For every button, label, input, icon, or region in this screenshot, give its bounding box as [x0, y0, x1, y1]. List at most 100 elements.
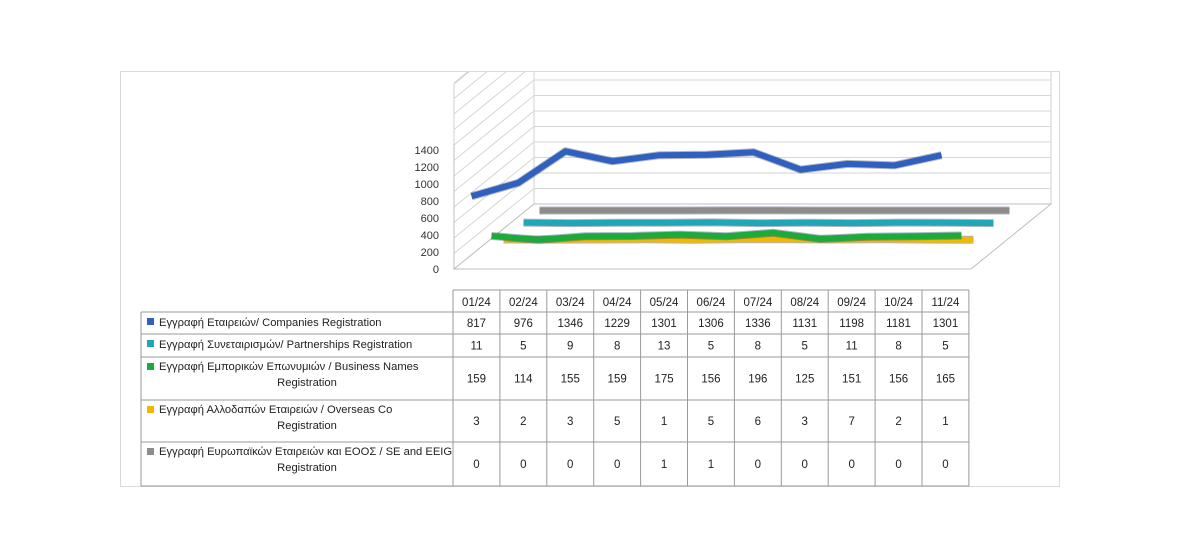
- category-label: 01/24: [462, 297, 491, 309]
- table-cell: 11: [846, 341, 858, 353]
- gridline: [453, 141, 1051, 208]
- chart-series-ribbons: [470, 147, 1010, 244]
- table-cell: 5: [708, 416, 714, 428]
- gridline: [453, 157, 1051, 223]
- table-cell: 156: [889, 374, 908, 386]
- table-cell: 1301: [933, 318, 959, 330]
- table-cell: 0: [755, 459, 761, 471]
- table-cell: 7: [848, 416, 854, 428]
- table-cell: 1131: [792, 318, 817, 330]
- table-cell: 1: [661, 459, 667, 471]
- table-cell: 159: [467, 374, 486, 386]
- table-cell: 0: [614, 459, 620, 471]
- table-cell: 0: [848, 459, 854, 471]
- table-cell: 125: [795, 374, 814, 386]
- legend-key: [147, 340, 154, 347]
- legend-label: Εγγραφή Εμπορικών Επωνυμιών / Business N…: [159, 361, 419, 389]
- y-tick-label: 1200: [415, 162, 439, 174]
- y-axis-tick-labels: 0 200 400 600 800 1000 1200 1400: [415, 145, 439, 276]
- table-cell: 8: [614, 341, 620, 353]
- y-tick-label: 600: [421, 213, 439, 225]
- table-cell: 5: [520, 341, 526, 353]
- table-cell: 976: [514, 318, 533, 330]
- table-cell: 817: [467, 318, 486, 330]
- category-label: 11/24: [931, 297, 960, 309]
- table-cell: 1198: [839, 318, 864, 330]
- table-cell: 155: [561, 374, 580, 386]
- table-cell: 11: [470, 341, 482, 353]
- table-cell: 6: [755, 416, 761, 428]
- table-cell: 5: [708, 341, 714, 353]
- table-cell: 1: [661, 416, 667, 428]
- gridline: [453, 72, 507, 115]
- table-cell: 1181: [886, 318, 911, 330]
- table-cell: 9: [567, 341, 573, 353]
- y-tick-label: 0: [433, 264, 439, 276]
- data-table: 01/24 02/24 03/24 04/24 05/24 06/24 07/24 08/24…: [140, 289, 970, 487]
- legend-label: Εγγραφή Εταιρειών/ Companies Registratio…: [159, 317, 382, 329]
- gridline: [453, 95, 1051, 161]
- table-cell: 165: [936, 374, 955, 386]
- gridline: [453, 72, 488, 99]
- table-cell: 2: [895, 416, 901, 428]
- legend-key: [147, 363, 154, 370]
- y-tick-label: 800: [421, 196, 439, 208]
- category-label: 10/24: [884, 297, 913, 309]
- table-cell: 175: [654, 374, 673, 386]
- y-tick-label: 400: [421, 230, 439, 242]
- chart-frame: 0 200 400 600 800 1000 1200 1400 01/24 02/24 03/2…: [120, 71, 1060, 487]
- table-cell: 8: [895, 341, 901, 353]
- table-cell: 0: [473, 459, 479, 471]
- table-cell: 1336: [745, 318, 771, 330]
- table-cell: 151: [842, 374, 861, 386]
- category-label: 07/24: [743, 297, 772, 309]
- table-cell: 114: [514, 374, 533, 386]
- category-label: 09/24: [837, 297, 866, 309]
- table-cell: 0: [520, 459, 526, 471]
- gridline: [453, 126, 1051, 192]
- category-label: 08/24: [790, 297, 819, 309]
- table-cell: 156: [701, 374, 720, 386]
- table-cell: 2: [520, 416, 526, 428]
- table-cell: 5: [802, 341, 808, 353]
- table-cell: 0: [567, 459, 573, 471]
- category-label: 03/24: [556, 297, 585, 309]
- y-tick-label: 1000: [415, 179, 439, 191]
- y-tick-label: 200: [421, 247, 439, 259]
- y-tick-label: 1400: [415, 145, 439, 157]
- legend-label: Εγγραφή Συνεταιρισμών/ Partnerships Regi…: [159, 339, 412, 351]
- table-cell: 13: [658, 341, 671, 353]
- legend-key: [147, 318, 154, 325]
- category-label: 04/24: [603, 297, 632, 309]
- table-cell: 3: [473, 416, 479, 428]
- category-label: 05/24: [650, 297, 679, 309]
- legend-label: Εγγραφή Ευρωπαϊκών Εταιρειών και ΕΟΟΣ / …: [159, 446, 452, 474]
- legend-key: [147, 406, 154, 413]
- table-cell: 0: [895, 459, 901, 471]
- table-cell: 159: [608, 374, 627, 386]
- table-cell: 1346: [557, 318, 583, 330]
- table-cell: 0: [942, 459, 948, 471]
- category-label: 02/24: [509, 297, 538, 309]
- gridline: [453, 72, 526, 130]
- table-cell: 5: [614, 416, 620, 428]
- table-cell: 0: [802, 459, 808, 471]
- table-cell: 3: [567, 416, 573, 428]
- table-cell: 1306: [698, 318, 724, 330]
- table-cell: 5: [942, 341, 948, 353]
- gridline: [453, 79, 1051, 146]
- table-cell: 1301: [651, 318, 677, 330]
- back-wall: [533, 72, 1052, 205]
- table-cell: 3: [802, 416, 808, 428]
- table-cell: 1: [708, 459, 714, 471]
- table-cell: 1: [942, 416, 948, 428]
- table-cell: 1229: [604, 318, 630, 330]
- table-cell: 8: [755, 341, 761, 353]
- legend-key: [147, 448, 154, 455]
- gridline: [453, 110, 1051, 177]
- category-label: 06/24: [697, 297, 726, 309]
- legend-label: Εγγραφή Αλλοδαπών Εταιρειών / Overseas C…: [159, 404, 392, 432]
- table-cell: 196: [748, 374, 767, 386]
- gridline: [453, 188, 1051, 254]
